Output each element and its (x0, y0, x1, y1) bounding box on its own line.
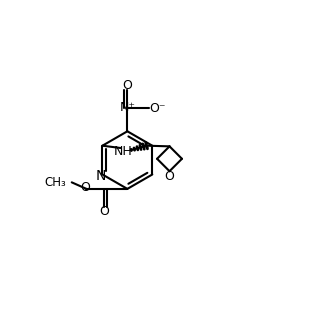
Text: N⁺: N⁺ (119, 101, 135, 114)
Text: O: O (122, 79, 132, 92)
Text: NH: NH (113, 145, 132, 158)
Text: CH₃: CH₃ (44, 176, 66, 189)
Text: O: O (100, 205, 110, 218)
Text: O: O (80, 181, 90, 194)
Text: N: N (96, 169, 106, 183)
Text: O⁻: O⁻ (149, 102, 166, 115)
Text: O: O (165, 170, 175, 182)
